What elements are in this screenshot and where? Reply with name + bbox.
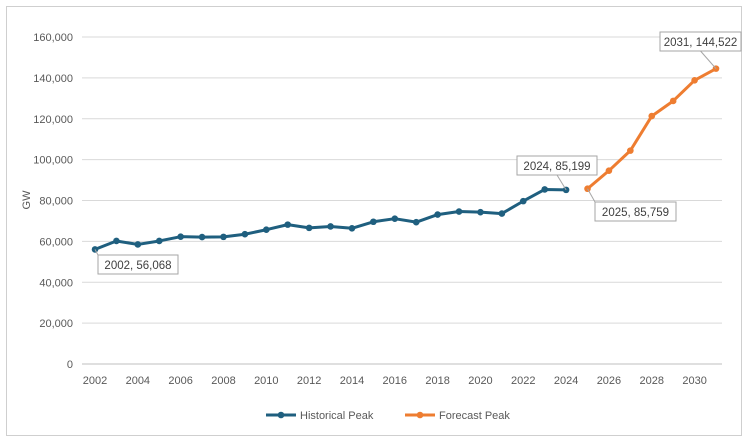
data-point [284,221,292,228]
y-axis-ticks: 0 20,000 40,000 60,000 80,000 100,000 120,000 1… [33,32,73,371]
data-point [669,97,677,105]
legend-swatch-marker [416,411,424,419]
data-point [220,233,227,241]
y-tick-label: 140,000 [33,73,73,85]
data-point [498,210,506,217]
legend-label: Historical Peak [300,410,374,422]
x-tick-label: 2016 [383,375,407,387]
callout-box [659,31,742,52]
legend-label: Forecast Peak [439,410,510,422]
x-tick-label: 2024 [554,375,578,387]
data-point [541,186,548,193]
data-point [241,230,249,238]
data-point [691,77,698,84]
series-line-historical [94,187,567,251]
legend[interactable]: Historical Peak Forecast Peak [266,410,510,422]
x-tick-label: 2002 [83,375,107,387]
data-point [177,233,184,240]
y-tick-label: 100,000 [33,155,73,167]
x-tick-label: 2014 [340,375,364,387]
x-tick-label: 2026 [597,375,621,387]
data-point [434,211,441,218]
x-tick-label: 2008 [211,375,235,387]
data-point [348,224,356,232]
data-point [519,197,527,205]
callout-label: 2024, 85,199 [523,161,590,173]
data-point [412,218,420,226]
data-point [455,208,463,215]
data-point [627,147,634,154]
x-tick-label: 2030 [682,375,706,387]
callout-label: 2031, 144,522 [664,37,738,49]
y-tick-label: 20,000 [39,318,73,330]
x-tick-label: 2018 [425,375,449,387]
y-tick-label: 80,000 [39,196,73,208]
callout-label: 2002, 56,068 [104,260,171,272]
x-tick-label: 2012 [297,375,321,387]
x-tick-label: 2022 [511,375,535,387]
data-point [477,208,484,216]
data-point [605,167,613,174]
x-axis-ticks: 2002 2004 2006 2008 2010 2012 2014 2016 2018 2020… [83,375,707,387]
series-layer [91,65,720,253]
callout-leader [556,174,567,191]
y-tick-label: 60,000 [39,236,73,248]
data-point [391,215,399,222]
callout-box [594,201,677,222]
callout-leader [700,50,717,69]
legend-swatch-marker [277,411,285,419]
y-tick-label: 120,000 [33,114,73,126]
data-point [155,237,163,245]
callout-leader [94,249,99,256]
y-tick-label: 0 [67,359,73,371]
callout-leader [587,188,596,203]
x-tick-label: 2028 [640,375,664,387]
callout-box [97,254,179,275]
data-point [263,226,270,234]
data-point [327,223,334,230]
data-point [305,224,313,232]
x-tick-label: 2006 [168,375,192,387]
data-point [113,237,120,245]
callout-label: 2025, 85,759 [602,207,669,219]
data-point [198,233,206,241]
gridlines [82,36,722,365]
y-tick-label: 40,000 [39,277,73,289]
callout-box [516,155,598,176]
data-point [648,112,656,120]
y-tick-label: 160,000 [33,32,73,44]
callouts: 2002, 56,068 2024, 85,199 2025, 85,759 2031… [94,31,742,275]
x-tick-label: 2020 [468,375,492,387]
data-point [134,241,142,248]
data-point [370,218,377,226]
x-tick-label: 2010 [254,375,278,387]
x-tick-label: 2004 [126,375,150,387]
y-axis-title: GW [21,190,33,210]
